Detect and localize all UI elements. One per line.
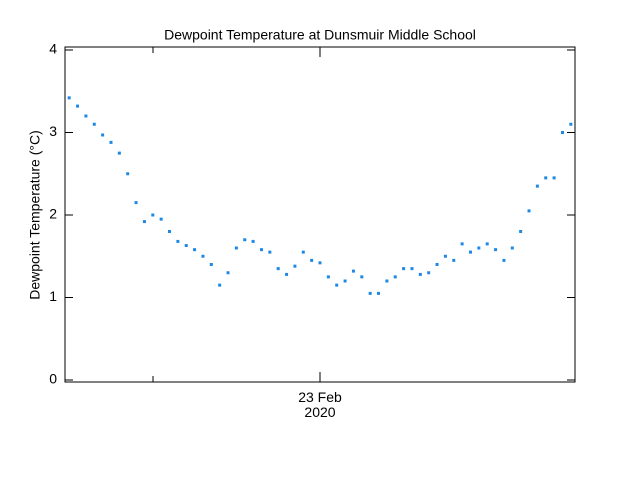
point [310, 258, 314, 262]
point [343, 279, 347, 283]
point [268, 250, 272, 254]
point [443, 254, 447, 258]
point [293, 264, 297, 268]
point [502, 258, 506, 262]
y-tick-label: 2 [49, 206, 57, 222]
point [318, 261, 322, 265]
point [159, 217, 163, 221]
point [452, 258, 456, 262]
point [176, 239, 180, 243]
point [519, 230, 523, 233]
point [126, 172, 130, 176]
point [393, 275, 397, 279]
y-axis-label: Dewpoint Temperature (°C) [27, 130, 43, 300]
point [552, 176, 556, 180]
point [285, 272, 289, 276]
point [276, 267, 280, 271]
point [251, 239, 255, 243]
point [243, 238, 247, 242]
point [142, 220, 146, 224]
point [468, 250, 472, 254]
point [368, 291, 372, 295]
y-tick-label: 4 [49, 41, 57, 57]
point [92, 122, 96, 126]
point [485, 242, 489, 246]
y-tick-label: 1 [49, 288, 57, 304]
point [510, 246, 514, 250]
point [410, 267, 414, 271]
point [544, 176, 548, 180]
point [535, 184, 539, 188]
point [259, 248, 263, 252]
point [301, 250, 305, 254]
point [477, 246, 481, 250]
point [335, 283, 339, 287]
point [84, 114, 88, 118]
point [134, 201, 138, 205]
point [560, 131, 564, 134]
point [427, 271, 431, 275]
point [117, 151, 121, 155]
point [234, 246, 238, 250]
point [377, 291, 381, 295]
point [184, 244, 188, 248]
point [151, 213, 155, 217]
point [527, 209, 531, 213]
point [209, 263, 213, 266]
point [351, 269, 355, 273]
point [218, 283, 222, 287]
point [76, 104, 80, 108]
point [193, 248, 197, 252]
y-tick-label: 0 [49, 371, 57, 387]
y-tick-label: 3 [49, 123, 57, 139]
plot-frame [64, 46, 576, 383]
point [326, 275, 330, 279]
point [101, 133, 105, 137]
point [494, 248, 498, 252]
point [402, 267, 406, 271]
point [109, 140, 113, 144]
point [360, 275, 364, 279]
point [569, 122, 573, 126]
point [168, 230, 172, 233]
point [67, 96, 71, 100]
point [418, 272, 422, 276]
point [201, 254, 205, 258]
point [460, 242, 464, 246]
point [435, 263, 439, 266]
point [226, 271, 230, 275]
point [385, 279, 389, 283]
chart-title: Dewpoint Temperature at Dunsmuir Middle … [164, 27, 476, 43]
x-tick-label: 23 Feb 2020 [298, 389, 342, 420]
